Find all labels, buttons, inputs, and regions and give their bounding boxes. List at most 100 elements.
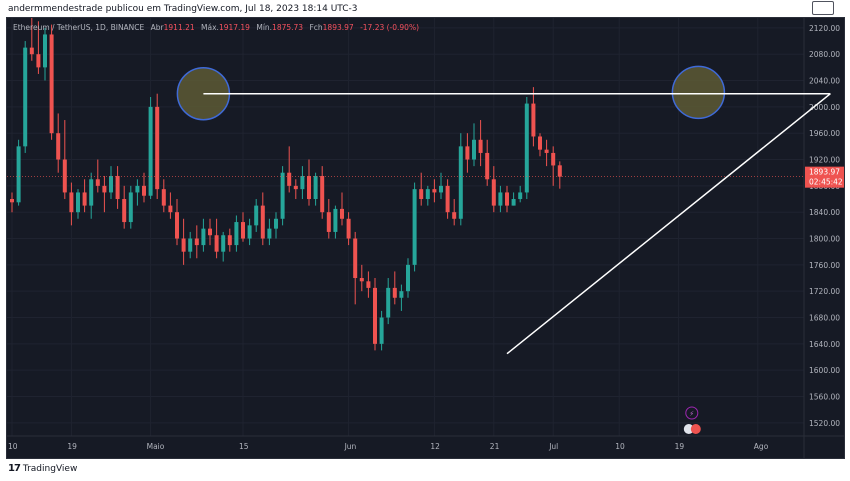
candle-body [122,199,127,223]
candle-body [43,34,47,68]
highlight-circle [671,65,726,120]
candle-body [155,106,160,190]
candle-body [524,103,529,193]
x-tick-label: 12 [430,442,440,451]
publish-caption: andermmendestrade publicou em TradingVie… [8,4,358,14]
ascending-trend-line [506,93,831,355]
x-tick-label: 19 [67,442,77,451]
candle-body [208,228,212,236]
low-value: 1875.73 [272,23,304,32]
chart-panel[interactable]: 1520.00 1560.00 1600.00 1640.00 1680.00 1720.… [6,17,845,459]
price-tag [805,166,844,188]
x-tick-label: Maio [147,442,165,451]
candle-body [313,175,318,200]
flag-icon [683,424,694,434]
x-tick-label: 10 [8,442,18,451]
candle-body [544,149,549,153]
low-label: Mín. [256,23,273,32]
earnings-icon [690,424,701,434]
y-tick-label: 1560.00 [809,393,840,402]
candle-body [168,205,173,213]
candle-body [412,189,417,265]
candle-body [373,287,377,344]
price-chart[interactable]: 1520.00 1560.00 1600.00 1640.00 1680.00 1720.… [7,18,844,458]
candle-body [280,172,285,219]
price-tag-countdown: 02:45:42 [809,178,843,187]
candle-body [320,175,325,213]
lightning-glyph: ⚡ [689,410,694,418]
candle-body [538,136,542,150]
candle-body [399,291,404,298]
x-tick-label: 15 [239,442,249,451]
y-tick-label: 1600.00 [809,366,840,375]
candle-body [359,278,364,282]
y-tick-label: 1720.00 [809,287,840,296]
open-label: Abr [150,23,164,32]
candle-body [194,238,199,246]
candle-body [557,165,562,177]
candle-body [293,185,298,190]
candle-body [498,192,503,206]
y-tick-label: 2080.00 [809,50,840,59]
candle-body [518,192,523,200]
candle-body [95,179,100,186]
candle-body [419,189,424,200]
candle-body [340,208,344,219]
high-value: 1917.19 [218,23,250,32]
candle-body [148,106,153,196]
candle-body [485,152,490,180]
candle-body [62,159,67,193]
candle-body [267,228,272,239]
x-tick-label: 21 [490,442,500,451]
candle-body [406,264,410,292]
y-tick-label: 1640.00 [809,340,840,349]
y-tick-label: 1960.00 [809,129,840,138]
close-value: 1893.97 [322,23,354,32]
candle-body [76,192,80,213]
y-tick-label: 1920.00 [809,156,840,165]
candle-body [260,205,265,239]
candle-body [346,218,351,239]
symbol-pair: Ethereum / TetherUS, 1D, BINANCE [13,23,145,32]
candle-body [366,281,371,288]
candle-body [29,47,34,55]
candle-body [551,152,556,166]
candle-body [128,192,133,223]
candle-body [287,172,292,186]
candle-body [333,208,338,232]
x-tick-label: Jun [344,442,357,451]
y-tick-label: 2000.00 [809,103,840,112]
candle-body [69,192,74,213]
candle-body [478,139,483,153]
candle-body [491,179,496,206]
candle-body [452,212,457,219]
candle-body [353,238,358,279]
candle-body [511,199,516,206]
fullscreen-button[interactable] [812,1,834,15]
candle-body [135,185,140,193]
footer: 17 TradingView [8,463,77,474]
candle-body [300,175,305,190]
candle-body [181,238,186,252]
candle-body [307,175,311,200]
candle-body [432,189,437,193]
candle-body [201,228,206,246]
x-tick-label: Ago [754,442,769,451]
candle-body [439,185,443,193]
candle-body [142,185,146,196]
y-tick-label: 2040.00 [809,77,840,86]
change-value: -17.23 (-0.90%) [360,23,420,32]
open-value: 1911.21 [163,23,195,32]
candle-body [188,238,193,252]
candle-body [445,185,450,213]
candle-body [274,218,278,229]
price-tag-value: 1893.97 [809,168,840,177]
candle-body [214,235,219,252]
candle-body [247,225,252,239]
candle-body [23,47,28,147]
candle-body [254,205,259,226]
candle-body [161,189,166,206]
x-tick-label: 10 [615,442,625,451]
y-tick-label: 1680.00 [809,314,840,323]
candle-body [379,317,384,344]
